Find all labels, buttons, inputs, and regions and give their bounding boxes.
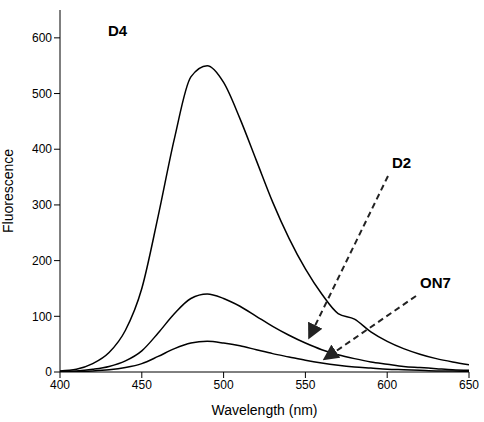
svg-text:Wavelength (nm): Wavelength (nm) bbox=[211, 402, 317, 418]
svg-text:ON7: ON7 bbox=[420, 274, 451, 291]
svg-text:500: 500 bbox=[214, 378, 234, 392]
svg-text:200: 200 bbox=[32, 254, 52, 268]
svg-text:300: 300 bbox=[32, 198, 52, 212]
svg-text:0: 0 bbox=[45, 365, 52, 379]
svg-text:D2: D2 bbox=[392, 154, 411, 171]
svg-text:600: 600 bbox=[32, 31, 52, 45]
svg-text:Fluorescence: Fluorescence bbox=[0, 149, 16, 233]
svg-text:D4: D4 bbox=[108, 22, 128, 39]
svg-text:500: 500 bbox=[32, 87, 52, 101]
svg-text:550: 550 bbox=[295, 378, 315, 392]
svg-text:650: 650 bbox=[459, 378, 479, 392]
svg-text:100: 100 bbox=[32, 310, 52, 324]
svg-text:600: 600 bbox=[377, 378, 397, 392]
svg-text:400: 400 bbox=[50, 378, 70, 392]
svg-text:400: 400 bbox=[32, 142, 52, 156]
svg-text:450: 450 bbox=[132, 378, 152, 392]
